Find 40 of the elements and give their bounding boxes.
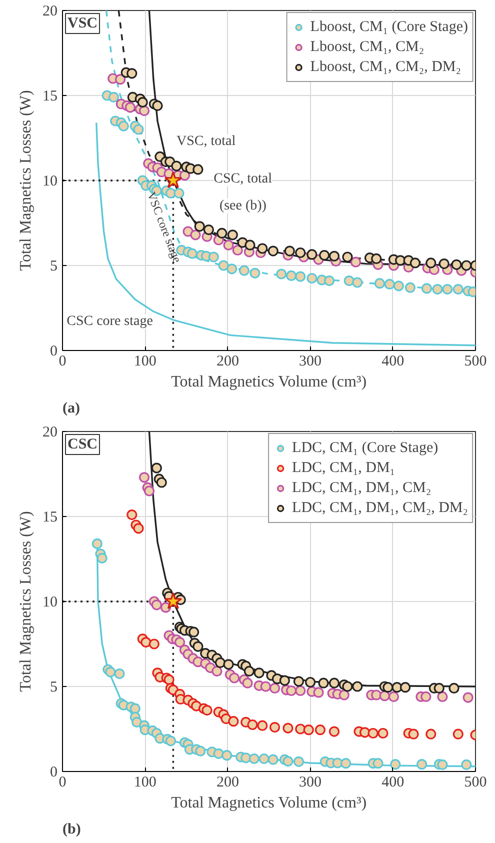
y-tick-label: 5 bbox=[50, 680, 58, 696]
x-tick-label: 200 bbox=[216, 354, 239, 370]
x-tick-label: 400 bbox=[382, 354, 404, 370]
y-tick-label: 10 bbox=[42, 174, 58, 190]
text: (b) bbox=[62, 822, 81, 838]
annotation: VSC, total bbox=[176, 134, 236, 149]
annotation: (see (b)) bbox=[219, 198, 267, 214]
y-tick-label: 20 bbox=[42, 424, 58, 440]
annotation: VSC core stage bbox=[144, 190, 184, 265]
legend-label: LDC, CM₁ (Core Stage) bbox=[292, 440, 438, 456]
annotation: CSC, total bbox=[214, 171, 272, 186]
chart-title: VSC bbox=[68, 16, 98, 32]
legend-label: Lboost, CM₁ (Core Stage) bbox=[310, 18, 468, 36]
y-tick-label: 15 bbox=[42, 88, 58, 104]
y-tick-label: 20 bbox=[42, 4, 58, 20]
y-tick-label: 5 bbox=[50, 258, 58, 274]
legend-label: Lboost, CM₁, CM₂, DM₂ bbox=[310, 58, 461, 76]
y-tick-label: 10 bbox=[42, 594, 58, 610]
x-tick-label: 500 bbox=[464, 774, 487, 790]
x-tick-label: 100 bbox=[134, 354, 156, 370]
legend-label: LDC, CM₁, DM₁, CM₂, DM₂ bbox=[292, 500, 468, 516]
legend-label: LDC, CM₁, DM₁ bbox=[292, 460, 396, 476]
y-axis-title: Total Magnetics Losses (W) bbox=[18, 511, 34, 692]
y-tick-label: 15 bbox=[42, 510, 58, 526]
legend-label: LDC, CM₁, DM₁, CM₂ bbox=[292, 480, 432, 496]
annotation: CSC core stage bbox=[66, 314, 153, 330]
chart-title: CSC bbox=[68, 436, 98, 452]
x-tick-label: 400 bbox=[382, 774, 404, 790]
text: (a) bbox=[62, 400, 80, 416]
x-tick-label: 300 bbox=[299, 354, 322, 370]
legend-label: Lboost, CM₁, CM₂ bbox=[310, 38, 424, 56]
x-tick-label: 200 bbox=[216, 774, 239, 790]
x-axis-title: Total Magnetics Volume (cm³) bbox=[171, 794, 367, 812]
x-tick-label: 300 bbox=[299, 774, 322, 790]
y-axis-title: Total Magnetics Losses (W) bbox=[18, 90, 34, 271]
x-tick-label: 100 bbox=[134, 774, 156, 790]
x-axis-title: Total Magnetics Volume (cm³) bbox=[171, 374, 367, 390]
y-tick-label: 0 bbox=[50, 764, 58, 780]
y-tick-label: 0 bbox=[50, 344, 58, 360]
x-tick-label: 500 bbox=[464, 354, 487, 370]
